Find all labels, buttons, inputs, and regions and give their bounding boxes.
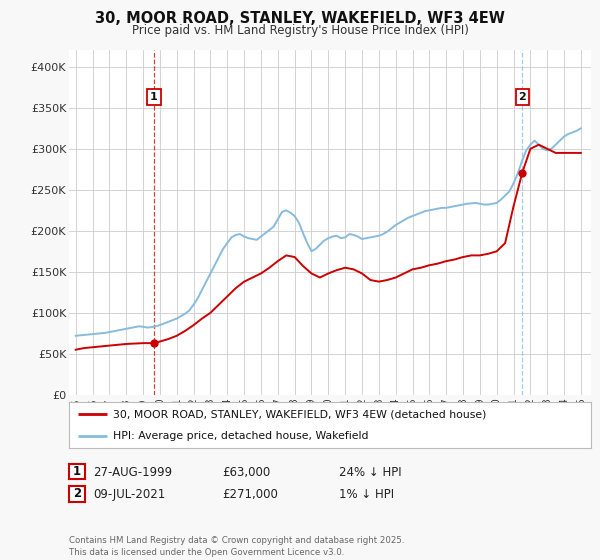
Text: £63,000: £63,000 (222, 465, 270, 479)
Text: £271,000: £271,000 (222, 488, 278, 501)
Text: 1% ↓ HPI: 1% ↓ HPI (339, 488, 394, 501)
Text: 24% ↓ HPI: 24% ↓ HPI (339, 465, 401, 479)
Text: Price paid vs. HM Land Registry's House Price Index (HPI): Price paid vs. HM Land Registry's House … (131, 24, 469, 36)
Text: 30, MOOR ROAD, STANLEY, WAKEFIELD, WF3 4EW (detached house): 30, MOOR ROAD, STANLEY, WAKEFIELD, WF3 4… (113, 409, 487, 419)
Text: 09-JUL-2021: 09-JUL-2021 (93, 488, 165, 501)
Text: 30, MOOR ROAD, STANLEY, WAKEFIELD, WF3 4EW: 30, MOOR ROAD, STANLEY, WAKEFIELD, WF3 4… (95, 11, 505, 26)
Text: 27-AUG-1999: 27-AUG-1999 (93, 465, 172, 479)
Text: HPI: Average price, detached house, Wakefield: HPI: Average price, detached house, Wake… (113, 431, 369, 441)
Text: 2: 2 (518, 92, 526, 102)
Text: Contains HM Land Registry data © Crown copyright and database right 2025.
This d: Contains HM Land Registry data © Crown c… (69, 536, 404, 557)
Text: 1: 1 (150, 92, 158, 102)
Text: 1: 1 (73, 465, 81, 478)
Text: 2: 2 (73, 487, 81, 501)
